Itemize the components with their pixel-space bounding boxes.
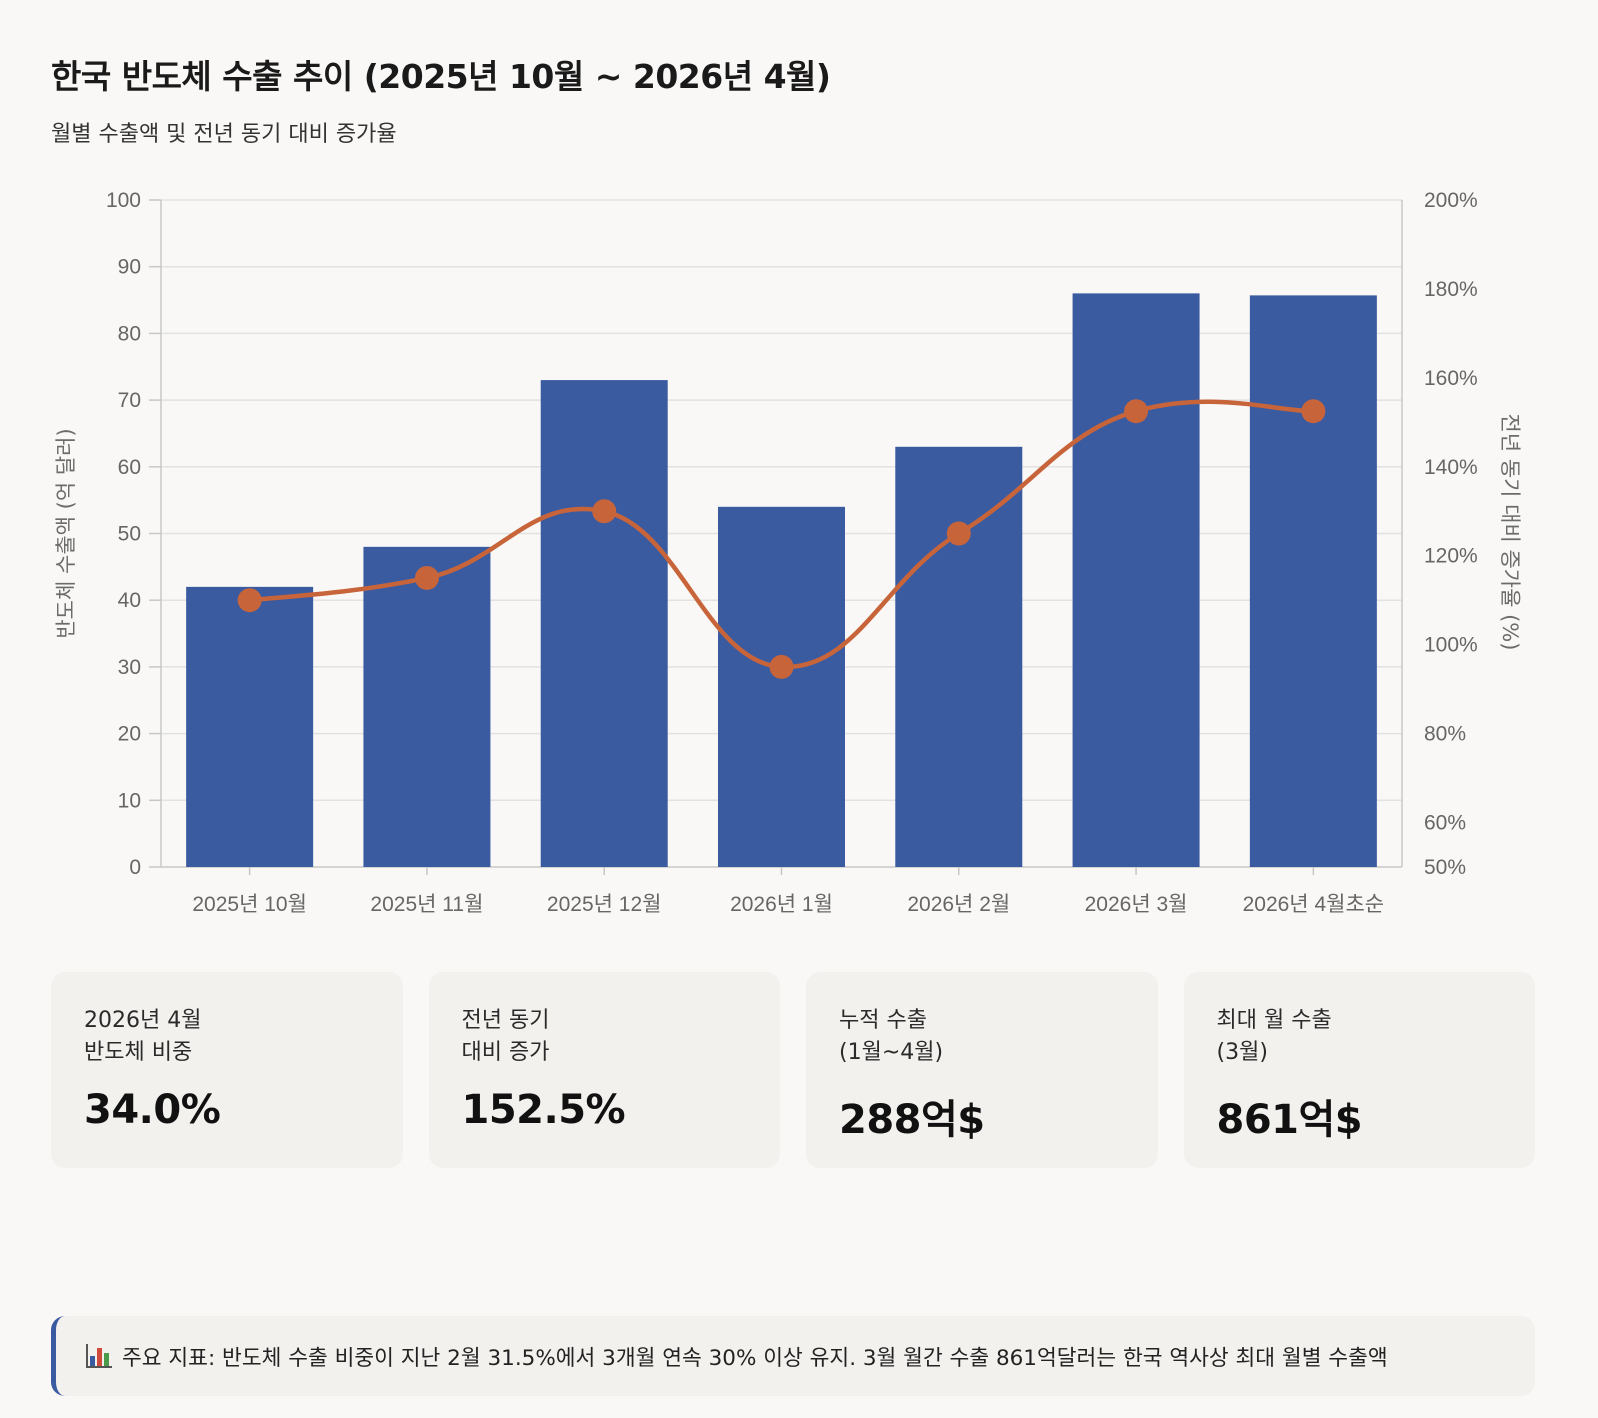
stat-card-label: 최대 월 수출 (3월)	[1216, 1008, 1332, 1065]
growth-line	[237, 399, 1326, 679]
y-tick-label-left: 50	[118, 523, 141, 546]
stat-card-semiconductor-share: 2026년 4월 반도체 비중 34.0%	[51, 972, 403, 1168]
bar	[186, 586, 314, 867]
stat-card-max-monthly-export: 최대 월 수출 (3월) 861억$	[1183, 972, 1535, 1168]
growth-point	[1301, 399, 1326, 424]
y-tick-label-right: 180%	[1424, 278, 1478, 301]
x-tick-label: 2026년 3월	[1085, 893, 1188, 916]
bar	[1249, 295, 1377, 867]
stat-card-label: 누적 수출 (1월~4월)	[839, 1008, 944, 1065]
y-tick-label-left: 10	[118, 789, 141, 812]
y-tick-label-left: 100	[106, 189, 141, 212]
x-tick-label: 2026년 1월	[730, 893, 833, 916]
y-axis-title-right: 전년 동기 대비 증가율 (%)	[1498, 414, 1522, 651]
y-tick-label-left: 30	[118, 656, 141, 679]
y-axis-title-left: 반도체 수출액 (억 달러)	[54, 428, 78, 638]
y-tick-label-right: 200%	[1424, 189, 1478, 212]
y-tick-label-right: 60%	[1424, 812, 1466, 835]
y-tick-label-left: 90	[118, 256, 141, 279]
bar	[895, 446, 1023, 867]
y-tick-label-right: 120%	[1424, 545, 1478, 568]
axes: 0 10 20 30 40 50 60 70 80 90 100 50% 60% 80% 100% 120% 1…	[106, 189, 1478, 916]
x-tick-label: 2025년 11월	[370, 893, 483, 916]
bars	[186, 293, 1377, 867]
export-chart: 0 10 20 30 40 50 60 70 80 90 100 50% 60% 80% 100% 120% 1…	[54, 189, 1522, 916]
y-tick-label-right: 80%	[1424, 723, 1466, 746]
stat-card-label: 2026년 4월 반도체 비중	[84, 1008, 202, 1065]
growth-point	[592, 499, 617, 524]
y-tick-label-left: 60	[118, 456, 141, 479]
y-tick-label-left: 40	[118, 589, 141, 612]
y-tick-label-left: 0	[129, 856, 141, 879]
stat-card-value: 152.5%	[461, 1087, 626, 1133]
bar	[718, 506, 845, 867]
x-tick-label: 2026년 4월초순	[1243, 893, 1385, 916]
note-text: 주요 지표: 반도체 수출 비중이 지난 2월 31.5%에서 3개월 연속 3…	[122, 1345, 1388, 1371]
stat-card-yoy-growth: 전년 동기 대비 증가 152.5%	[428, 972, 780, 1168]
growth-point	[769, 654, 794, 679]
stat-card-value: 34.0%	[84, 1087, 221, 1133]
stat-card-value: 288억$	[839, 1097, 985, 1143]
stat-card-value: 861억$	[1216, 1097, 1363, 1143]
x-tick-label: 2026년 2월	[907, 893, 1010, 916]
page-subtitle: 월별 수출액 및 전년 동기 대비 증가율	[51, 122, 397, 147]
growth-point	[1124, 399, 1149, 424]
x-tick-label: 2025년 12월	[547, 893, 662, 916]
page-title: 한국 반도체 수출 추이 (2025년 10월 ~ 2026년 4월)	[51, 57, 831, 96]
y-tick-label-right: 140%	[1424, 456, 1478, 479]
bar	[363, 546, 491, 867]
y-tick-label-left: 80	[118, 322, 141, 345]
bar	[1072, 293, 1200, 867]
key-indicator-note: 주요 지표: 반도체 수출 비중이 지난 2월 31.5%에서 3개월 연속 3…	[51, 1316, 1535, 1396]
growth-point	[237, 588, 262, 613]
stat-card-label: 전년 동기 대비 증가	[461, 1008, 550, 1065]
x-tick-label: 2025년 10월	[192, 893, 307, 916]
growth-point	[414, 565, 439, 590]
y-tick-label-left: 20	[118, 723, 141, 746]
y-tick-label-left: 70	[118, 389, 141, 412]
stat-card-cumulative-export: 누적 수출 (1월~4월) 288억$	[806, 972, 1158, 1168]
y-tick-label-right: 50%	[1424, 856, 1466, 879]
growth-point	[946, 521, 971, 546]
bar-chart-icon	[86, 1344, 112, 1368]
y-tick-label-right: 160%	[1424, 367, 1478, 390]
bar	[540, 380, 668, 867]
stat-cards: 2026년 4월 반도체 비중 34.0% 전년 동기 대비 증가 152.5%…	[51, 972, 1535, 1168]
y-tick-label-right: 100%	[1424, 634, 1478, 657]
